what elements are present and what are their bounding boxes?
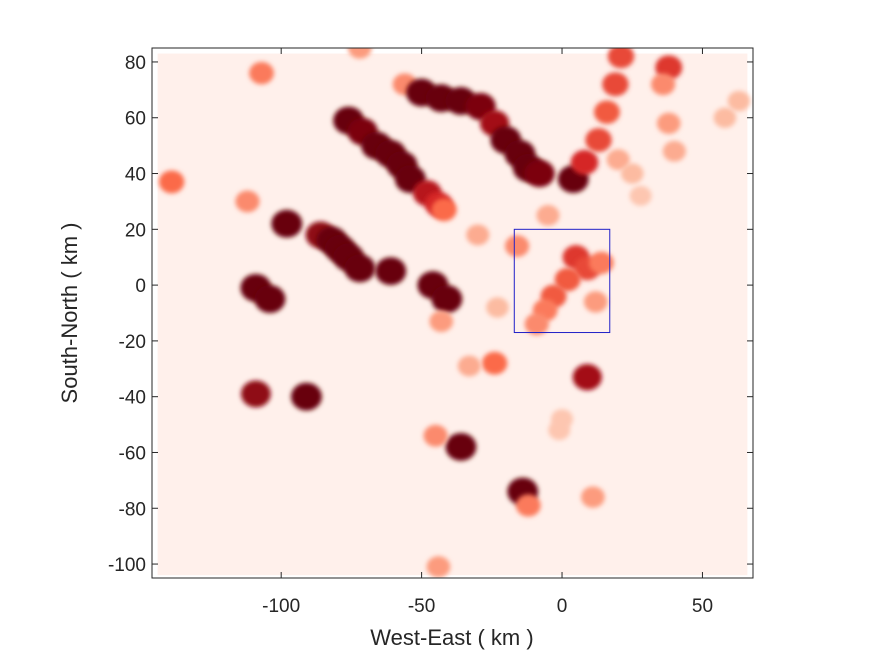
reflectivity-cell-22: [431, 198, 457, 222]
y-tick-label-8: -80: [119, 499, 146, 520]
y-tick-label-5: -20: [119, 332, 146, 353]
reflectivity-cell-50: [602, 72, 629, 97]
x-tick-label-2: 0: [557, 596, 568, 617]
reflectivity-cell-71: [629, 185, 652, 206]
reflectivity-cell-36: [241, 380, 271, 408]
reflectivity-cell-56: [713, 107, 737, 128]
y-tick-label-4: 0: [135, 276, 146, 297]
reflectivity-cell-29: [375, 257, 407, 286]
x-tick-label-3: 50: [692, 596, 713, 617]
reflectivity-cell-49: [594, 100, 620, 124]
y-tick-label-7: -60: [119, 443, 146, 464]
reflectivity-cell-72: [486, 297, 509, 318]
reflectivity-cell-2: [158, 170, 185, 194]
reflectivity-cell-38: [423, 424, 448, 447]
reflectivity-cell-58: [606, 149, 630, 171]
reflectivity-cell-34: [429, 310, 454, 333]
reflectivity-cell-44: [581, 486, 605, 508]
reflectivity-cell-53: [651, 73, 676, 96]
reflectivity-cell-70: [536, 204, 560, 226]
reflectivity-cell-37: [445, 432, 477, 461]
y-tick-label-3: 20: [125, 220, 146, 241]
reflectivity-cell-35: [291, 382, 322, 411]
plot-frame: [151, 47, 754, 579]
reflectivity-cell-68: [504, 235, 530, 257]
field-background: [157, 53, 748, 576]
y-tick-label-2: 40: [125, 165, 146, 186]
highlight-box: [513, 228, 611, 334]
reflectivity-cell-0: [347, 48, 372, 59]
x-axis-label: West-East ( km ): [370, 625, 533, 650]
reflectivity-cell-74: [548, 420, 571, 441]
y-axis-label: South-North ( km ): [57, 223, 82, 404]
y-axis: 80 60 40 20 0 -20 -40 -60 -80 -100: [108, 53, 753, 576]
reflectivity-cell-3: [235, 190, 260, 213]
reflectivity-cell-41: [572, 363, 602, 391]
y-tick-label-9: -100: [108, 555, 146, 576]
reflectivity-cell-43: [457, 355, 481, 377]
reflectivity-cell-1: [249, 61, 274, 85]
reflectivity-cell-47: [570, 149, 599, 175]
x-axis: -100 -50 0 50: [262, 48, 713, 617]
reflectivity-cell-57: [727, 90, 751, 112]
reflectivity-cell-66: [583, 291, 608, 313]
x-tick-label-0: -100: [262, 596, 300, 617]
reflectivity-cell-51: [607, 48, 635, 69]
reflectivity-cell-31: [254, 285, 286, 314]
y-tick-label-6: -40: [119, 388, 146, 409]
y-tick-label-1: 60: [125, 109, 146, 130]
reflectivity-cell-42: [481, 351, 508, 375]
reflectivity-cell-69: [466, 224, 490, 246]
x-tick-label-1: -50: [408, 596, 435, 617]
reflectivity-cell-40: [515, 494, 541, 517]
y-tick-label-0: 80: [125, 53, 146, 74]
reflectivity-cell-13: [524, 159, 555, 188]
reflectivity-cell-59: [620, 163, 644, 184]
reflectivity-cell-28: [344, 254, 376, 283]
reflectivity-cell-67: [588, 251, 614, 274]
reflectivity-cell-62: [554, 267, 581, 292]
reflectivity-cell-48: [585, 128, 612, 152]
plot-content: [157, 48, 751, 578]
reflectivity-cell-33: [431, 285, 463, 314]
reflectivity-cell-55: [662, 140, 686, 162]
reflectivity-cell-54: [656, 112, 681, 134]
reflectivity-cell-23: [271, 209, 303, 238]
reflectivity-cell-65: [524, 313, 549, 336]
reflectivity-cell-45: [426, 556, 451, 578]
